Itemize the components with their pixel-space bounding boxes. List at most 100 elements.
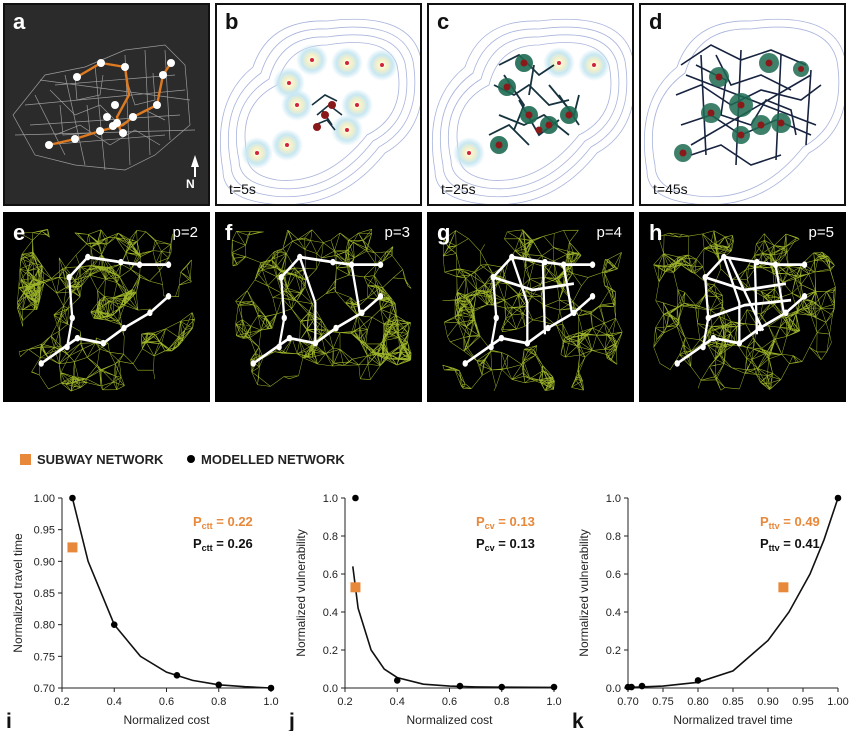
modelled-point xyxy=(215,681,223,689)
modelled-point xyxy=(352,494,359,502)
y-axis-label: Normalized vulnerability xyxy=(294,529,308,656)
modelled-point xyxy=(694,677,702,684)
x-tick-label: 0.95 xyxy=(792,696,813,708)
modelled-point xyxy=(628,683,635,691)
x-axis-label: Normalized travel time xyxy=(673,713,793,727)
y-tick-label: 0.0 xyxy=(323,683,338,695)
panel-label-j: j xyxy=(288,710,295,731)
p-subway-annotation: Pttv = 0.49 xyxy=(760,514,820,531)
modelled-point xyxy=(267,684,275,692)
subway-point xyxy=(67,542,78,553)
modelled-point xyxy=(456,682,464,690)
legend-modelled-label: MODELLED NETWORK xyxy=(201,452,345,467)
chart-svg-i: 0.2 0.4 0.6 0.8 1.0 0.70 0.75 0.80 0.85 0.90 0.95 1… xyxy=(6,493,279,733)
x-tick-label: 0.80 xyxy=(687,696,708,708)
p-model-annotation: Pctt = 0.26 xyxy=(193,536,253,553)
panel-b: b t=5s xyxy=(215,3,422,206)
y-tick-label: 1.0 xyxy=(323,493,338,505)
chart-svg-k: 0.70 0.75 0.80 0.85 0.90 0.95 1.00 0.0 0.2 0.4 0.6… xyxy=(572,493,849,733)
modelled-point xyxy=(498,683,506,691)
panel-label-c: c xyxy=(437,9,450,34)
x-tick-label: 0.6 xyxy=(159,696,174,708)
subway-marker-icon xyxy=(20,454,31,465)
potential-field-map-d xyxy=(644,18,844,204)
y-tick-label: 0.75 xyxy=(34,651,55,663)
panel-label-k: k xyxy=(572,710,584,731)
modelled-point xyxy=(173,672,181,679)
p-value-label: p=4 xyxy=(596,224,622,241)
y-tick-label: 0.2 xyxy=(606,645,621,657)
x-axis-label: Normalized cost xyxy=(123,713,210,727)
modelled-marker-icon xyxy=(187,455,196,463)
legend-subway-label: SUBWAY NETWORK xyxy=(37,452,164,467)
y-tick-label: 0.85 xyxy=(34,588,55,600)
y-tick-label: 1.00 xyxy=(34,493,55,505)
panel-c: c t=25s xyxy=(427,3,634,206)
chart-svg-j: 0.2 0.4 0.6 0.8 1.00.00.20.40.60.81.0Normali… xyxy=(288,493,562,733)
subway-point xyxy=(350,582,361,593)
x-tick-label: 0.2 xyxy=(337,696,352,708)
subway-point xyxy=(778,582,789,593)
modelled-point xyxy=(110,621,118,628)
x-tick-label: 1.0 xyxy=(546,696,561,708)
y-tick-label: 0.70 xyxy=(34,683,55,695)
p-model-annotation: Pcv = 0.13 xyxy=(476,536,535,553)
mesh-network-h xyxy=(653,230,836,391)
panel-label-a: a xyxy=(13,9,26,34)
y-axis-label: Normalized vulnerability xyxy=(577,529,591,656)
panel-f: f p=3 xyxy=(215,212,422,402)
y-tick-label: 0.8 xyxy=(323,531,338,543)
y-tick-label: 0.95 xyxy=(34,525,55,537)
y-tick-label: 0.8 xyxy=(606,531,621,543)
p-value-label: p=2 xyxy=(172,224,198,241)
panel-label-i: i xyxy=(6,710,12,731)
time-label-c: t=25s xyxy=(441,181,476,197)
potential-field-map-c xyxy=(432,18,632,204)
x-tick-label: 0.2 xyxy=(54,696,69,708)
x-tick-label: 0.4 xyxy=(107,696,122,708)
panel-a: a N xyxy=(3,3,210,206)
x-tick-label: 0.8 xyxy=(211,696,226,708)
mesh-network-f xyxy=(231,228,412,387)
y-tick-label: 0.4 xyxy=(323,607,338,619)
chart-k: 0.70 0.75 0.80 0.85 0.90 0.95 1.00 0.0 0.2 0.4 0.6… xyxy=(566,478,850,733)
modelled-point xyxy=(834,494,842,502)
panel-label-h: h xyxy=(649,220,663,245)
x-tick-label: 0.6 xyxy=(442,696,457,708)
x-tick-label: 0.90 xyxy=(757,696,778,708)
x-tick-label: 1.00 xyxy=(827,696,848,708)
mesh-network-e xyxy=(17,229,195,392)
y-axis-label: Normalized travel time xyxy=(11,533,25,653)
chart-j: 0.2 0.4 0.6 0.8 1.0 0.0 0.2 0.4 0.6 0.8 1.0 Normali… xyxy=(283,478,566,733)
panel-label-g: g xyxy=(437,220,451,245)
panel-label-b: b xyxy=(225,9,239,34)
x-tick-label: 1.0 xyxy=(263,696,278,708)
north-arrow-icon xyxy=(191,155,199,177)
x-tick-label: 0.75 xyxy=(652,696,673,708)
y-tick-label: 0.4 xyxy=(606,607,621,619)
y-tick-label: 1.0 xyxy=(606,493,621,505)
modelled-point xyxy=(69,494,76,502)
panel-label-e: e xyxy=(13,220,26,245)
fit-curve xyxy=(627,497,839,689)
panel-e: e p=2 xyxy=(3,212,210,402)
time-label-b: t=5s xyxy=(229,181,256,197)
time-label-d: t=45s xyxy=(653,181,688,197)
north-label: N xyxy=(186,177,195,191)
fit-curve xyxy=(352,566,555,689)
modelled-point xyxy=(393,677,401,684)
panel-d: d t=45s xyxy=(639,3,846,206)
modelled-point xyxy=(550,683,558,691)
y-tick-label: 0.90 xyxy=(34,556,55,568)
potential-field-map-b xyxy=(220,18,420,204)
city-street-map xyxy=(12,44,199,177)
panel-label-f: f xyxy=(225,220,233,245)
p-subway-annotation: Pcv = 0.13 xyxy=(476,514,535,531)
legend: SUBWAY NETWORK MODELLED NETWORK xyxy=(20,452,345,467)
p-subway-annotation: Pctt = 0.22 xyxy=(193,514,253,531)
fit-curve xyxy=(71,497,272,689)
x-tick-label: 0.85 xyxy=(722,696,743,708)
mesh-network-g xyxy=(442,229,623,391)
y-tick-label: 0.2 xyxy=(323,645,338,657)
p-value-label: p=3 xyxy=(384,224,410,241)
